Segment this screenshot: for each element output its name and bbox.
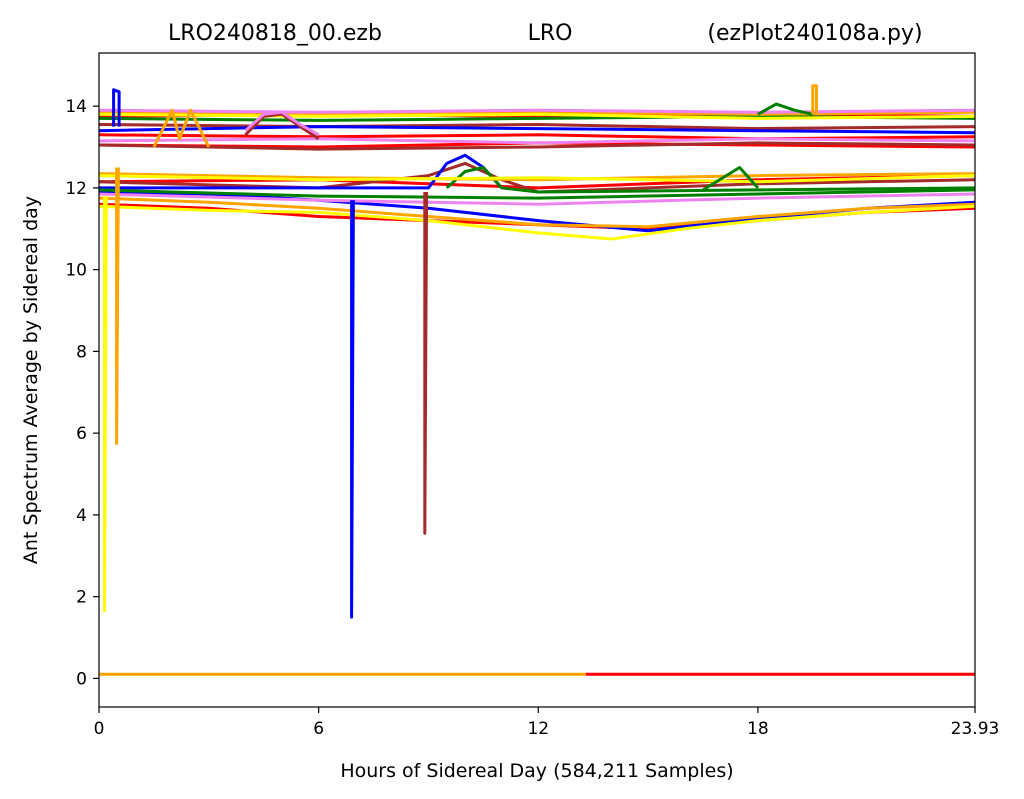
y-axis: 0 2 4 6 8 10 12 14	[65, 97, 99, 689]
series-line-28	[811, 84, 818, 115]
series-line-23	[244, 112, 320, 141]
x-axis-label: Hours of Sidereal Day (584,211 Samples)	[340, 760, 733, 782]
series-line-8	[99, 125, 975, 135]
x-tick-label: 23.93	[951, 719, 1000, 739]
x-axis: 0 6 12 18 23.93	[94, 707, 1000, 739]
x-tick-label: 12	[527, 719, 549, 739]
series-line-20	[99, 112, 975, 120]
series-line-15	[99, 172, 975, 182]
chart-title: LRO240818_00.ezb LRO (ezPlot240108a.py)	[168, 21, 923, 46]
series-line-21	[99, 174, 975, 184]
series-line-16	[99, 196, 975, 229]
series-line-24	[244, 110, 320, 137]
y-axis-label: Ant Spectrum Average by Sidereal day	[20, 196, 42, 564]
y-tick-label: 2	[76, 588, 87, 608]
series-group	[99, 84, 975, 676]
series-line-29	[112, 88, 121, 127]
y-tick-label: 14	[65, 97, 87, 117]
series-line-31	[115, 167, 120, 445]
series-line-6	[99, 141, 975, 151]
x-tick-label: 0	[94, 719, 105, 739]
series-line-5	[99, 123, 975, 131]
title-part-file: LRO240818_00.ezb	[168, 21, 382, 46]
y-tick-label: 4	[76, 506, 87, 526]
series-line-14	[99, 110, 975, 116]
y-tick-label: 8	[76, 342, 87, 362]
title-part-site: LRO	[528, 21, 573, 46]
series-line-18	[99, 137, 975, 145]
series-line-25	[757, 102, 814, 116]
y-tick-label: 10	[65, 261, 87, 281]
series-line-26	[702, 166, 760, 192]
series-line-22	[99, 204, 975, 241]
series-line-32	[350, 200, 355, 619]
series-line-19	[99, 192, 975, 206]
series-line-7	[99, 161, 975, 194]
x-tick-label: 18	[747, 719, 769, 739]
series-line-13	[445, 166, 975, 194]
series-line-27	[152, 108, 211, 148]
series-line-33	[423, 191, 429, 535]
series-line-30	[103, 196, 108, 613]
y-tick-label: 0	[76, 669, 87, 689]
series-line-17	[99, 108, 975, 114]
plot-frame	[98, 52, 976, 708]
title-part-script: (ezPlot240108a.py)	[707, 21, 922, 46]
y-tick-label: 12	[65, 179, 87, 199]
y-tick-label: 6	[76, 424, 87, 444]
series-line-12	[99, 188, 975, 200]
x-tick-label: 6	[313, 719, 324, 739]
